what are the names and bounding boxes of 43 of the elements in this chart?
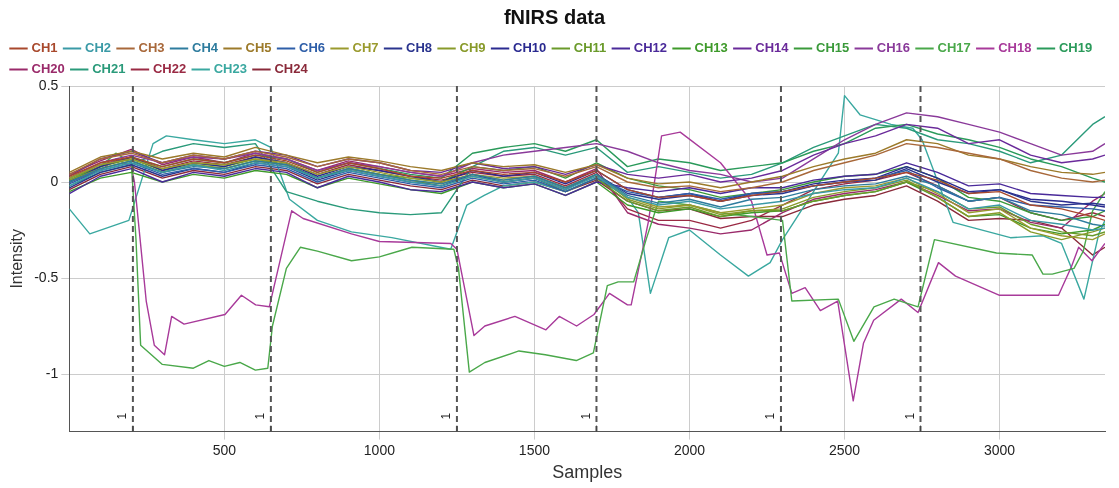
x-tick-label: 2500	[828, 441, 861, 458]
legend-label: CH21	[92, 61, 126, 77]
annotation: 1	[902, 412, 917, 420]
legend-label: CH15	[816, 40, 850, 56]
x-tick-label: 3000	[983, 441, 1016, 458]
legend-label: CH1	[31, 40, 58, 56]
x-tick-label: 2000	[673, 441, 706, 458]
legend-label: CH8	[406, 40, 433, 56]
annotation: 1	[578, 412, 593, 420]
legend-label: CH9	[459, 40, 486, 56]
x-tick-label: 1500	[518, 441, 551, 458]
x-tick-label: 1000	[363, 441, 396, 458]
annotation: 1	[763, 412, 778, 420]
legend-label: CH12	[633, 40, 668, 56]
annotation: 1	[253, 412, 268, 420]
legend-label: CH19	[1058, 40, 1093, 56]
y-tick-label: 0	[50, 172, 59, 189]
x-tick-label: 500	[212, 441, 237, 458]
legend-label: CH17	[937, 40, 971, 56]
y-tick-label: 0.5	[38, 76, 59, 93]
annotation: 1	[439, 412, 454, 420]
legend-label: CH16	[876, 40, 911, 56]
legend-label: CH20	[31, 61, 65, 77]
legend-label: CH22	[152, 61, 187, 77]
chart-title: fNIRS data	[503, 5, 606, 28]
y-tick-label: -0.5	[34, 268, 59, 285]
legend-label: CH23	[213, 61, 247, 77]
legend-label: CH10	[513, 40, 547, 56]
legend-label: CH6	[299, 40, 326, 56]
legend-label: CH2	[85, 40, 112, 56]
y-axis-title: Intensity	[8, 229, 26, 289]
legend-label: CH13	[694, 40, 728, 56]
legend-label: CH18	[998, 40, 1032, 56]
legend-label: CH14	[755, 40, 790, 56]
legend-label: CH4	[192, 40, 219, 56]
legend-label: CH7	[352, 40, 379, 56]
x-axis-title: Samples	[552, 462, 623, 483]
legend-label: CH11	[573, 40, 607, 56]
legend-label: CH5	[245, 40, 272, 56]
y-tick-label: -1	[45, 364, 59, 381]
annotation: 1	[115, 412, 130, 420]
legend-label: CH3	[138, 40, 165, 56]
legend-label: CH24	[274, 61, 309, 77]
